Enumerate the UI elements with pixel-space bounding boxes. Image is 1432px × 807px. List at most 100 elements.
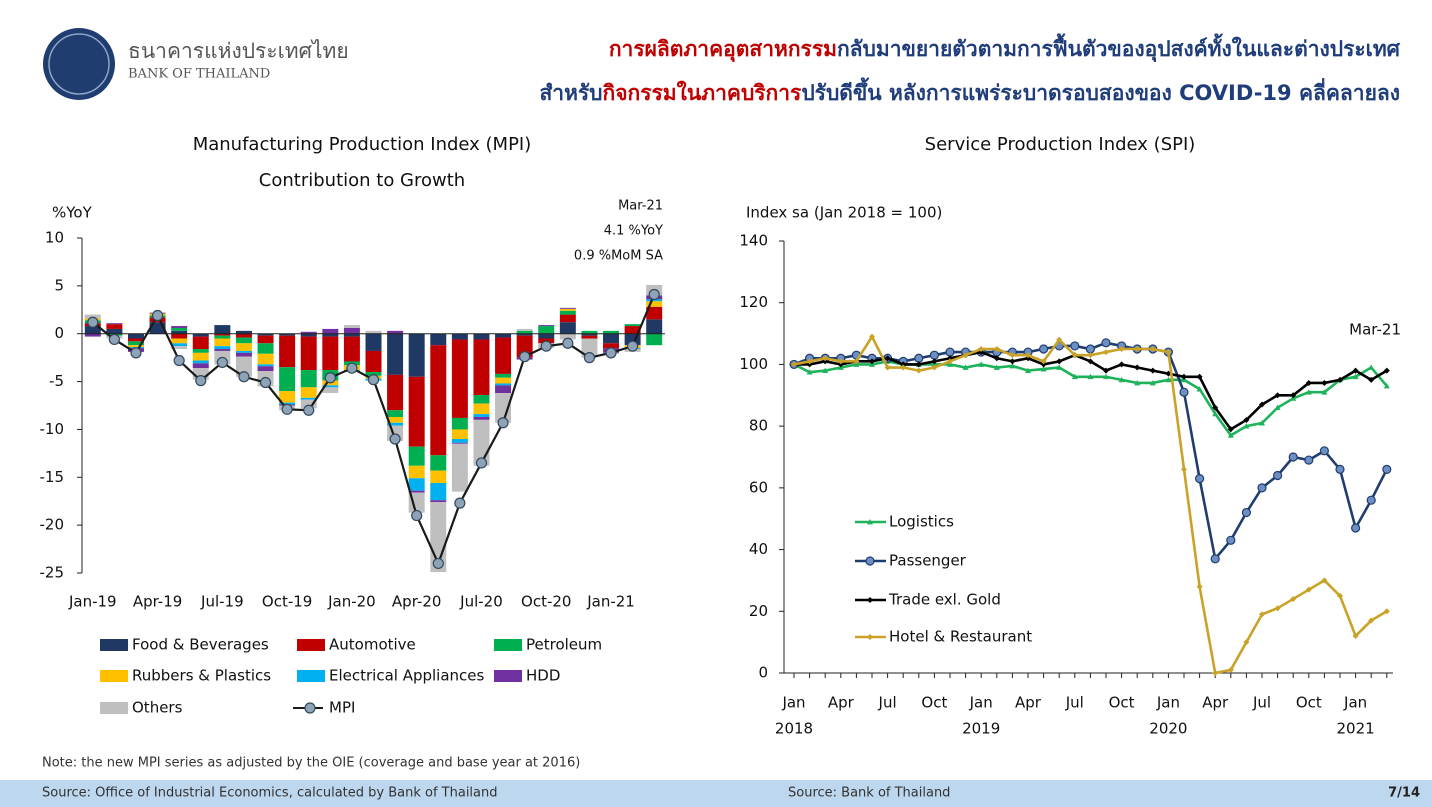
bar-segment [322,336,339,371]
marker [1165,349,1172,356]
marker [867,519,873,525]
legend-swatch [494,639,522,651]
annotation: 4.1 %YoY [604,224,663,239]
bar-segment [430,345,447,456]
marker [1118,361,1125,368]
bar-segment [495,377,512,384]
marker [962,364,969,370]
bar-segment [235,330,252,334]
marker [1304,455,1314,465]
legend-label: Others [132,699,183,717]
bar-segment [171,330,188,334]
marker [978,361,985,367]
bar-segment [581,335,598,339]
bar-segment [451,339,468,418]
bar-segment [408,490,425,493]
bar-segment [343,327,360,334]
marker [1321,389,1328,395]
marker [1368,364,1375,370]
marker [1352,632,1359,639]
marker [173,354,185,367]
marker [1196,386,1203,392]
bar-segment [473,333,490,340]
y-tick-label: 120 [739,293,768,311]
bar-segment [127,341,144,346]
marker [962,352,969,359]
marker [304,702,316,714]
marker [1257,483,1267,493]
org-thai: ธนาคารแห่งประเทศไทย [128,39,349,63]
bar-segment [279,402,296,405]
x-year-label: 2018 [775,720,813,738]
bar-segment [279,391,296,403]
bar-segment [603,343,620,349]
title-segment: การผลิตภาคอุตสาหกรรม [609,37,837,63]
bar-segment [171,327,188,331]
bar-segment [516,330,533,334]
title-segment: กลับมาขยายตัวตามการฟื้นตัวของอุปสงค์ทั้ง… [837,33,1401,63]
marker [497,417,509,429]
org-english: BANK OF THAILAND [128,67,270,82]
y-axis-label: %YoY [52,204,93,222]
x-tick-label: Jul-20 [459,593,503,611]
marker [853,358,860,365]
marker [1101,338,1111,348]
bar-segment [646,299,663,302]
marker [1305,379,1312,386]
bar-segment [322,387,339,394]
x-tick-label: Apr [1202,694,1229,712]
bar-segment [387,330,404,334]
marker [1337,376,1343,383]
marker [540,340,552,352]
marker [411,509,423,522]
marker [1103,373,1109,380]
bar-segment [300,333,317,337]
marker [1274,605,1281,612]
marker [915,361,922,368]
y-tick-label: 0 [54,324,64,342]
series-line [793,360,1388,438]
marker [475,457,488,469]
marker [1040,358,1047,365]
marker [1241,507,1252,518]
bar-segment [192,363,209,369]
marker [1212,410,1219,417]
bar-segment [387,416,404,423]
legend-swatch [494,670,522,682]
marker [562,337,574,349]
marker [1009,352,1016,359]
bar-segment [343,336,360,362]
marker [259,376,272,389]
marker [1071,373,1078,380]
bar-segment [581,338,598,358]
x-tick-label: Jul [878,694,897,712]
marker [108,333,120,346]
bar-segment [365,330,382,334]
marker [915,367,922,374]
legend-label: Trade exl. Gold [888,591,1001,609]
marker [1272,470,1283,481]
y-tick-label: -15 [40,468,65,486]
marker [1383,608,1390,615]
bar-segment [192,360,209,364]
title-line: การผลิตภาคอุตสาหกรรมกลับมาขยายตัวตามการฟ… [609,33,1401,63]
bar-segment [603,330,620,334]
marker [1243,423,1250,429]
marker [1149,367,1156,374]
bar-segment [279,333,296,336]
marker [216,356,228,369]
marker [605,347,617,359]
marker [1196,583,1203,590]
bar-segment [192,368,209,380]
logo-ring [48,33,110,95]
marker [1196,373,1203,380]
marker [884,355,891,362]
bar-segment [149,322,166,334]
bar-segment [171,326,188,328]
marker [1259,420,1265,426]
bar-segment [235,352,252,357]
marker [1134,379,1141,386]
marker [822,367,829,373]
bar-segment [473,394,490,404]
legend-label: Logistics [889,513,954,531]
